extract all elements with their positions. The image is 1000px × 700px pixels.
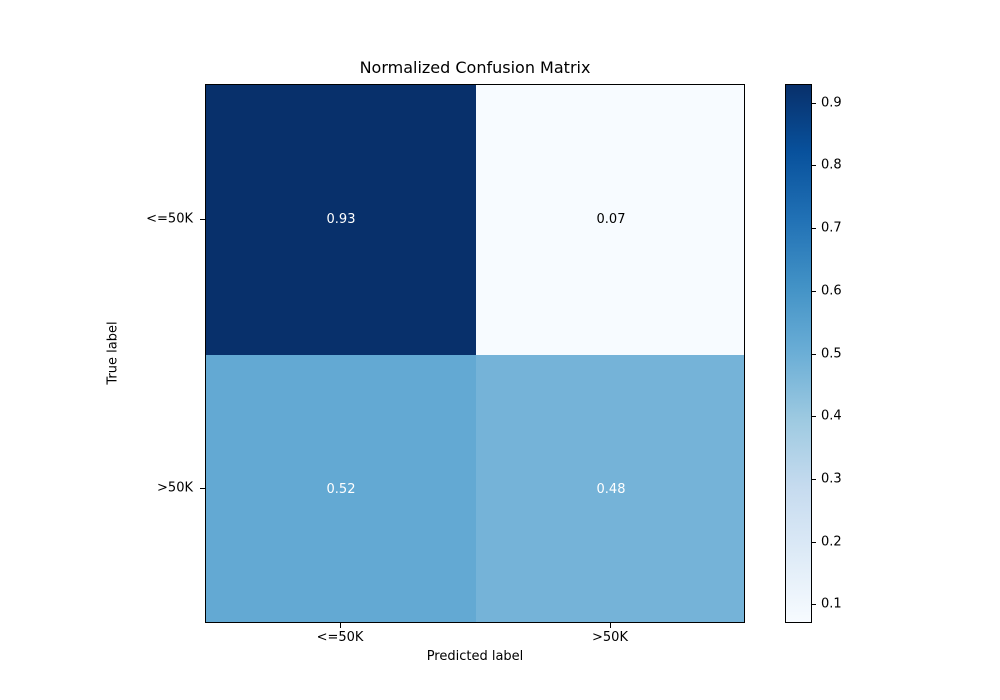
tick-mark xyxy=(610,623,611,628)
heatmap-cell-value: 0.07 xyxy=(596,212,626,228)
tick-mark xyxy=(812,165,816,167)
colorbar-tick-label: 0.1 xyxy=(821,596,842,612)
chart-title: Normalized Confusion Matrix xyxy=(359,58,591,77)
colorbar-tick-label: 0.8 xyxy=(821,157,842,173)
tick-mark xyxy=(340,623,341,628)
heatmap-cell-value: 0.93 xyxy=(326,212,356,228)
colorbar-tick-label: 0.5 xyxy=(821,346,842,361)
heatmap-cell-r0c1: 0.07 xyxy=(476,85,744,355)
colorbar-tick-label: 0.7 xyxy=(821,220,842,236)
tick-mark xyxy=(812,102,816,104)
tick-mark xyxy=(812,416,816,418)
tick-mark xyxy=(812,604,816,606)
x-axis-label: Predicted label xyxy=(426,649,524,664)
colorbar-tick-label: 0.2 xyxy=(821,534,842,550)
colorbar-tick-label: 0.6 xyxy=(821,283,842,299)
colorbar-tick-label: 0.9 xyxy=(821,95,842,111)
tick-mark xyxy=(812,290,816,292)
tick-mark xyxy=(812,228,816,230)
heatmap-cell-r0c0: 0.93 xyxy=(206,85,476,355)
colorbar-tick-label: 0.3 xyxy=(821,471,842,487)
x-tick-label: <=50K xyxy=(316,630,364,645)
y-tick-label: >50K xyxy=(157,480,193,496)
colorbar xyxy=(785,84,812,623)
tick-mark xyxy=(200,218,205,220)
tick-mark xyxy=(812,478,816,480)
heatmap-cell-value: 0.48 xyxy=(596,481,626,497)
tick-mark xyxy=(812,353,816,355)
heatmap-axes: 0.93 0.07 0.52 0.48 xyxy=(205,84,745,623)
x-tick-label: >50K xyxy=(592,630,628,645)
tick-mark xyxy=(200,488,205,490)
heatmap-cell-r1c1: 0.48 xyxy=(476,354,744,622)
colorbar-tick-label: 0.4 xyxy=(821,408,842,424)
heatmap-cell-r1c0: 0.52 xyxy=(206,354,476,622)
tick-mark xyxy=(812,541,816,543)
y-axis-label: True label xyxy=(105,321,121,385)
y-tick-label: <=50K xyxy=(146,211,193,227)
heatmap-cell-value: 0.52 xyxy=(326,481,356,497)
